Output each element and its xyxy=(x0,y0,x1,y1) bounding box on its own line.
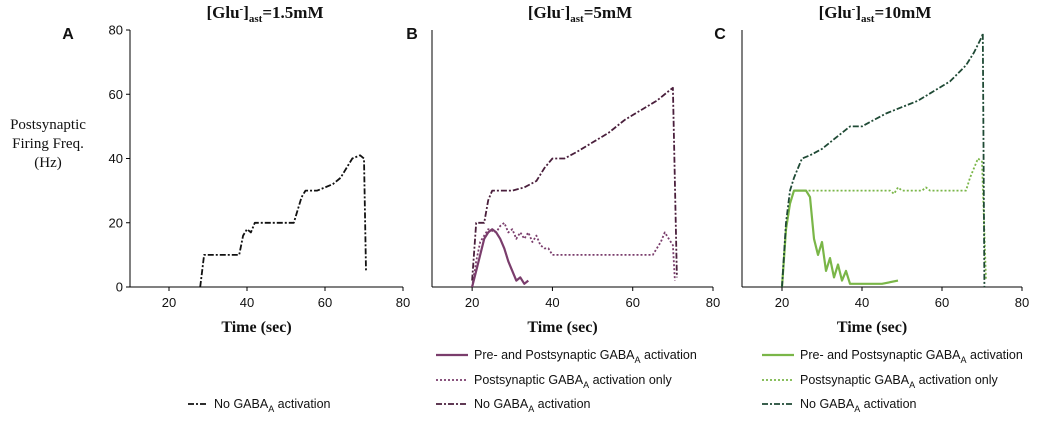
legend-label: Pre- and Postsynaptic GABAA activation xyxy=(800,348,1023,365)
panel-title: [Glu-]ast=1.5mM xyxy=(206,3,323,25)
legend-label: Postsynaptic GABAA activation only xyxy=(474,373,673,390)
legend-label: No GABAA activation xyxy=(474,397,591,414)
panel-b: B [Glu-]ast=5mM 20 40 60 80 Time (sec) Pre- and… xyxy=(406,3,720,414)
legend-label: Pre- and Postsynaptic GABAA activation xyxy=(474,348,697,365)
series-line-0 xyxy=(199,154,367,288)
x-tick-label: 80 xyxy=(706,295,720,310)
y-tick-label: 0 xyxy=(116,280,123,295)
series-line-1 xyxy=(471,221,676,288)
y-tick-label: 40 xyxy=(109,151,123,166)
legend-label: No GABAA activation xyxy=(800,397,917,414)
x-tick-label: 60 xyxy=(935,295,949,310)
x-tick-label: 60 xyxy=(318,295,332,310)
y-tick-label: 20 xyxy=(109,215,123,230)
legend: Pre- and Postsynaptic GABAA activation Po… xyxy=(762,348,1023,414)
x-tick-label: 40 xyxy=(855,295,869,310)
x-tick-label: 40 xyxy=(240,295,254,310)
y-axis-label-line-2: Firing Freq. xyxy=(12,136,84,152)
series-line-1 xyxy=(781,157,987,288)
x-tick-label: 20 xyxy=(775,295,789,310)
panel-a: A [Glu-]ast=1.5mM 0 20 40 60 80 20 40 60 80 Time (s… xyxy=(62,3,410,414)
legend: No GABAA activation xyxy=(188,397,331,414)
x-axis-label: Time (sec) xyxy=(221,319,291,336)
panels: A [Glu-]ast=1.5mM 0 20 40 60 80 20 40 60 80 Time (s… xyxy=(62,3,1029,414)
legend-label: No GABAA activation xyxy=(214,397,331,414)
legend-label: Postsynaptic GABAA activation only xyxy=(800,373,999,390)
panel-letter: A xyxy=(62,26,74,43)
x-tick-label: 20 xyxy=(465,295,479,310)
panel-title: [Glu-]ast=5mM xyxy=(528,3,632,25)
series-line-2 xyxy=(781,32,986,288)
y-axis-label: Postsynaptic Firing Freq. (Hz) xyxy=(10,117,86,171)
panel-letter: B xyxy=(406,26,418,43)
x-tick-label: 80 xyxy=(1015,295,1029,310)
x-tick-label: 40 xyxy=(545,295,559,310)
series-line-0 xyxy=(471,228,529,288)
legend: Pre- and Postsynaptic GABAA activation Po… xyxy=(436,348,697,414)
panel-letter: C xyxy=(714,26,726,43)
panel-c: C [Glu-]ast=10mM 20 40 60 80 Time (sec) Pre- an… xyxy=(714,3,1029,414)
series-line-2 xyxy=(471,86,678,281)
x-tick-label: 60 xyxy=(625,295,639,310)
x-axis-label: Time (sec) xyxy=(527,319,597,336)
panel-title: [Glu-]ast=10mM xyxy=(819,3,932,25)
series-line-0 xyxy=(780,189,899,288)
y-axis-label-line-3: (Hz) xyxy=(34,155,61,171)
x-axis-label: Time (sec) xyxy=(837,319,907,336)
y-axis-label-line-1: Postsynaptic xyxy=(10,117,86,133)
y-tick-label: 60 xyxy=(109,87,123,102)
x-tick-label: 20 xyxy=(162,295,176,310)
y-tick-label: 80 xyxy=(109,23,123,38)
x-tick-label: 80 xyxy=(396,295,410,310)
